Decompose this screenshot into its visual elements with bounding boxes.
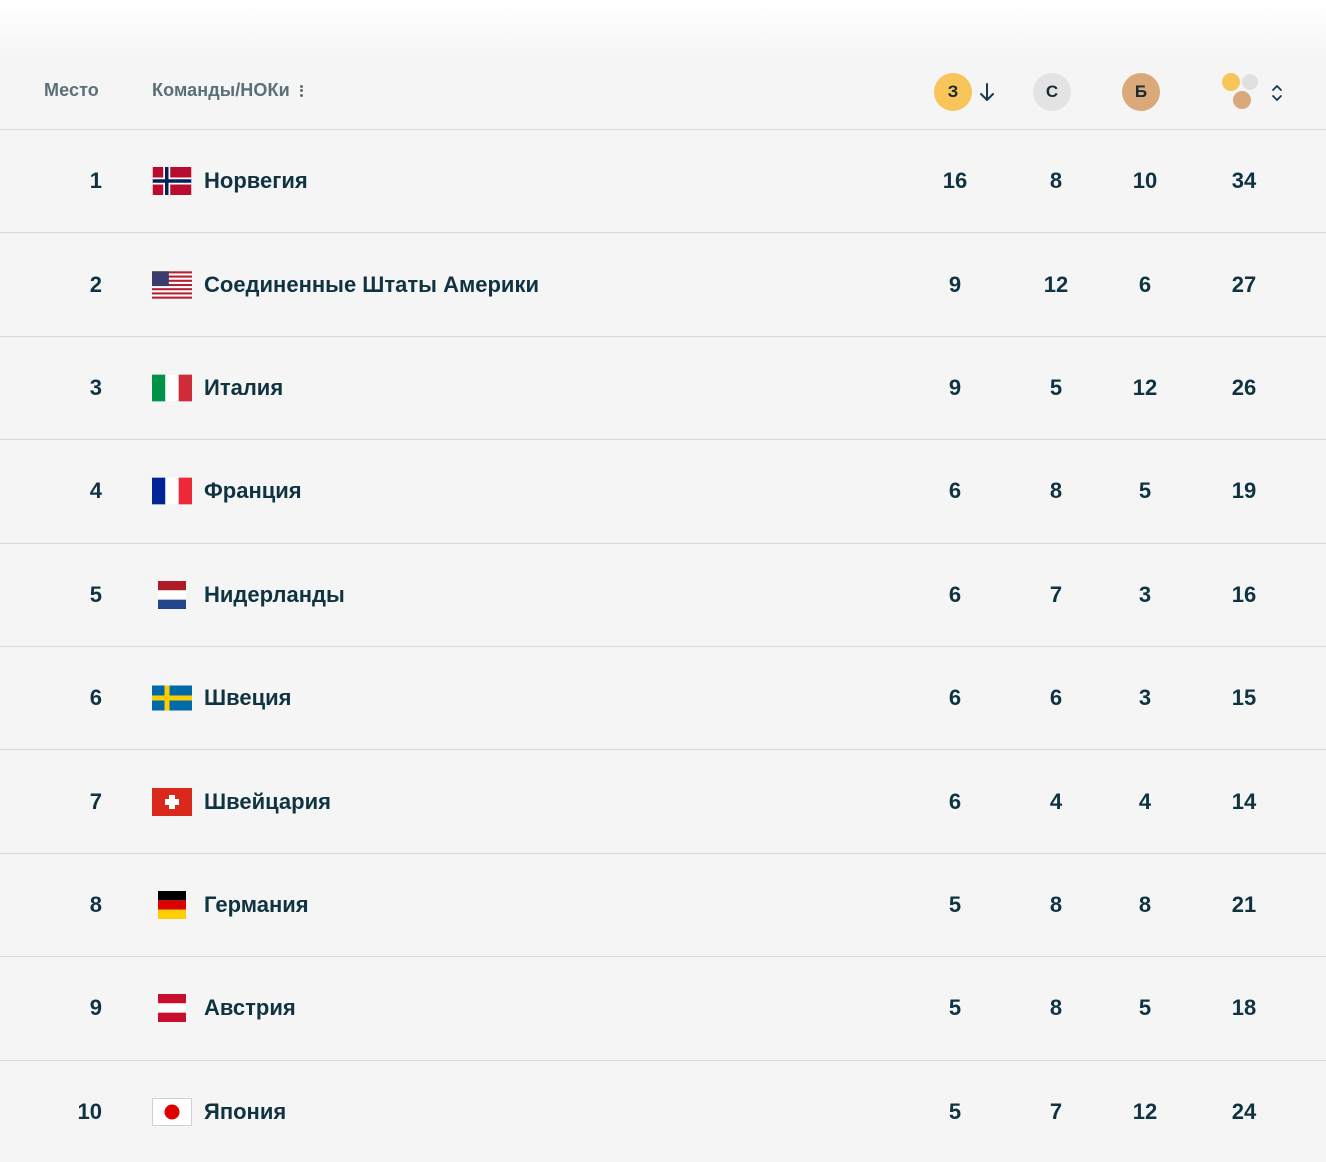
gold-count: 6 <box>948 685 962 711</box>
rank-cell: 3 <box>89 374 102 400</box>
team-column-header[interactable]: Команды/НОКи <box>152 80 303 101</box>
rank-cell: 2 <box>89 271 102 297</box>
table-row[interactable]: 8 Германия 5 8 8 21 <box>0 854 1326 958</box>
total-medals-icon[interactable] <box>1222 73 1262 113</box>
table-row[interactable]: 5 Нидерланды 6 7 3 16 <box>0 544 1326 647</box>
rank-cell: 6 <box>89 685 102 711</box>
country-name[interactable]: Нидерланды <box>204 581 345 607</box>
gold-count: 5 <box>948 995 962 1021</box>
rank-cell: 1 <box>89 168 102 194</box>
bronze-count: 8 <box>1138 891 1152 917</box>
table-row[interactable]: 7 Швейцария 6 4 4 14 <box>0 750 1326 854</box>
france-flag-icon <box>152 477 192 505</box>
table-row[interactable]: 4 Франция 6 8 5 19 <box>0 440 1326 544</box>
total-count: 14 <box>1231 788 1257 814</box>
table-header: Место Команды/НОКи З С Б <box>0 52 1326 130</box>
country-name[interactable]: Швейцария <box>204 788 331 814</box>
silver-count: 8 <box>1049 891 1063 917</box>
table-body: 1 Норвегия 16 8 10 34 2 Соединенные Штаты Аме… <box>0 130 1326 1162</box>
table-row[interactable]: 9 Австрия 5 8 5 18 <box>0 957 1326 1061</box>
bronze-count: 10 <box>1132 168 1158 194</box>
silver-column-header[interactable]: С <box>1033 73 1071 111</box>
total-count: 27 <box>1231 271 1257 297</box>
country-name[interactable]: Австрия <box>204 995 296 1021</box>
total-count: 18 <box>1231 995 1257 1021</box>
table-row[interactable]: 2 Соединенные Штаты Америки 9 12 6 27 <box>0 233 1326 337</box>
gold-count: 6 <box>948 478 962 504</box>
gold-count: 6 <box>948 788 962 814</box>
table-row[interactable]: 6 Швеция 6 6 3 15 <box>0 647 1326 751</box>
silver-count: 4 <box>1049 788 1063 814</box>
table-row[interactable]: 10 Япония 5 7 12 24 <box>0 1061 1326 1162</box>
country-name[interactable]: Франция <box>204 478 302 504</box>
japan-flag-icon <box>152 1098 192 1127</box>
silver-count: 8 <box>1049 478 1063 504</box>
rank-cell: 9 <box>89 995 102 1021</box>
silver-count: 5 <box>1049 374 1063 400</box>
usa-flag-icon <box>152 270 192 299</box>
country-name[interactable]: Швеция <box>204 685 292 711</box>
bronze-column-header[interactable]: Б <box>1122 73 1160 111</box>
bronze-count: 4 <box>1138 788 1152 814</box>
sort-descending-icon[interactable] <box>977 80 997 104</box>
country-name[interactable]: Италия <box>204 374 284 400</box>
place-column-header[interactable]: Место <box>44 80 99 100</box>
rank-cell: 5 <box>89 581 102 607</box>
gold-column-header[interactable]: З <box>934 73 972 111</box>
bronze-count: 3 <box>1138 581 1152 607</box>
gold-count: 16 <box>942 168 968 194</box>
silver-count: 7 <box>1049 581 1063 607</box>
rank-cell: 7 <box>89 788 102 814</box>
country-name[interactable]: Соединенные Штаты Америки <box>204 271 539 297</box>
total-count: 15 <box>1231 685 1257 711</box>
bronze-count: 12 <box>1132 1099 1158 1125</box>
silver-count: 7 <box>1049 1099 1063 1125</box>
bronze-count: 12 <box>1132 374 1158 400</box>
gold-count: 9 <box>948 374 962 400</box>
gold-count: 5 <box>948 891 962 917</box>
netherlands-flag-icon <box>152 580 192 609</box>
country-name[interactable]: Япония <box>204 1099 287 1125</box>
total-count: 21 <box>1231 891 1257 917</box>
kebab-menu-icon[interactable] <box>299 84 303 97</box>
total-count: 24 <box>1231 1099 1257 1125</box>
silver-count: 8 <box>1049 168 1063 194</box>
rank-cell: 4 <box>89 478 102 504</box>
country-name[interactable]: Норвегия <box>204 168 308 194</box>
italy-flag-icon <box>152 374 192 402</box>
silver-count: 12 <box>1043 271 1069 297</box>
switzerland-flag-icon <box>152 787 192 816</box>
rank-cell: 8 <box>89 891 102 917</box>
country-name[interactable]: Германия <box>204 891 309 917</box>
sweden-flag-icon <box>152 684 192 712</box>
bronze-count: 6 <box>1138 271 1152 297</box>
total-count: 19 <box>1231 478 1257 504</box>
total-count: 34 <box>1231 168 1257 194</box>
total-count: 26 <box>1231 374 1257 400</box>
germany-flag-icon <box>152 890 192 919</box>
table-row[interactable]: 3 Италия 9 5 12 26 <box>0 337 1326 441</box>
gold-count: 9 <box>948 271 962 297</box>
sort-toggle-icon[interactable] <box>1270 82 1284 104</box>
bronze-count: 3 <box>1138 685 1152 711</box>
silver-count: 8 <box>1049 995 1063 1021</box>
bronze-count: 5 <box>1138 478 1152 504</box>
norway-flag-icon <box>152 167 192 196</box>
silver-count: 6 <box>1049 685 1063 711</box>
total-count: 16 <box>1231 581 1257 607</box>
bronze-count: 5 <box>1138 995 1152 1021</box>
gold-count: 5 <box>948 1099 962 1125</box>
rank-cell: 10 <box>77 1099 102 1125</box>
table-row[interactable]: 1 Норвегия 16 8 10 34 <box>0 130 1326 234</box>
austria-flag-icon <box>152 994 192 1023</box>
gold-count: 6 <box>948 581 962 607</box>
team-column-label: Команды/НОКи <box>152 80 290 100</box>
